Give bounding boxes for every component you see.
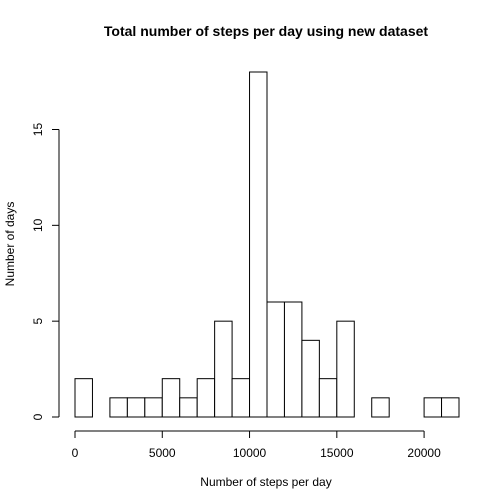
histogram-bar-4: [144, 397, 163, 418]
histogram-bar-17: [371, 397, 390, 418]
histogram-bar-14: [318, 378, 338, 418]
histogram-bar-9: [231, 378, 251, 418]
x-tick-label-0: 0: [72, 446, 79, 460]
histogram-bar-15: [336, 320, 355, 418]
x-tick-label-1: 5000: [149, 446, 176, 460]
histogram-bar-6: [179, 397, 198, 418]
y-tick-label-3: 15: [31, 123, 45, 137]
histogram-bar-21: [441, 397, 460, 418]
histogram-bar-20: [423, 397, 443, 418]
histogram-bar-0: [74, 378, 93, 418]
x-axis: 0 5000 10000 15000 20000: [72, 430, 441, 460]
x-tick-label-2: 10000: [233, 446, 267, 460]
x-axis-label: Number of steps per day: [200, 475, 331, 489]
histogram-bar-5: [161, 378, 181, 418]
y-axis-label: Number of days: [3, 202, 17, 287]
x-tick-label-4: 20000: [407, 446, 441, 460]
y-axis: 0 5 10 15: [31, 123, 60, 420]
histogram-bar-7: [196, 378, 216, 418]
y-tick-label-2: 10: [31, 218, 45, 232]
histogram-bar-10: [249, 71, 268, 418]
y-tick-label-0: 0: [31, 413, 45, 420]
histogram-bar-3: [126, 397, 146, 418]
histogram-bar-13: [301, 339, 320, 418]
histogram-bar-8: [214, 320, 233, 418]
x-tick-label-3: 15000: [320, 446, 354, 460]
histogram-bar-2: [109, 397, 128, 418]
histogram-bar-12: [283, 301, 303, 418]
chart-title: Total number of steps per day using new …: [104, 23, 428, 39]
histogram-bar-11: [266, 301, 285, 418]
y-tick-label-1: 5: [31, 318, 45, 325]
bars-group: [74, 71, 460, 418]
